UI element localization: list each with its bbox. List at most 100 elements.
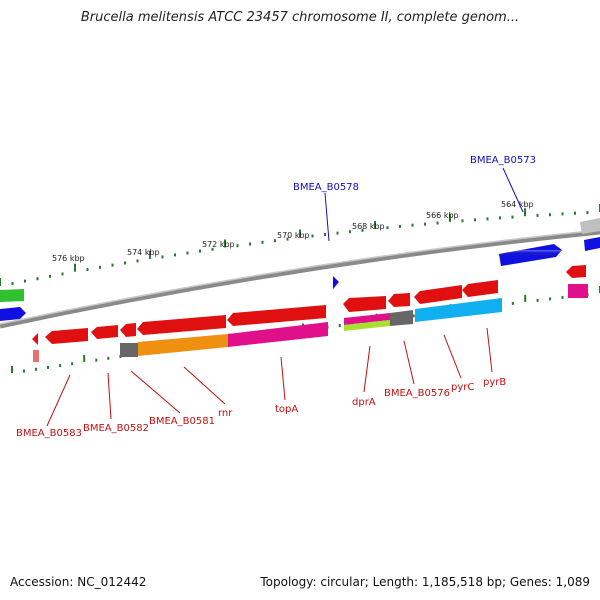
gene-block[interactable] [568,284,588,298]
forward-strand-genes [0,218,600,321]
label-leader [363,345,371,393]
gene-arrow[interactable] [584,237,600,251]
scale-tick [449,213,451,222]
scale-tick [511,215,514,219]
gene-label[interactable]: BMEA_B0582 [83,423,149,434]
scale-tick [23,369,25,373]
scale-tick [361,228,364,232]
gene-arrow[interactable] [227,305,326,326]
scale-tick [211,247,214,251]
gene-label[interactable]: rnr [218,408,233,419]
gene-block[interactable] [415,298,502,322]
genome-stats-text: Topology: circular; Length: 1,185,518 bp… [260,575,590,589]
gene-arrow[interactable] [388,293,410,307]
scale-tick [586,211,589,215]
scale-tick [236,244,239,248]
scale-tick [111,263,114,267]
scale-tick [161,255,164,259]
gene-arrow[interactable] [462,280,498,297]
scale-tick [24,279,26,283]
gene-label[interactable]: BMEA_B0573 [470,155,536,166]
scale-tick [374,221,376,229]
scale-label: 564 kbp [501,200,534,209]
gene-label[interactable]: pyrC [451,382,474,393]
scale-labels: 576 kbp 574 kbp 572 kbp 570 kbp 568 kbp … [52,200,534,263]
gene-block[interactable] [138,334,228,356]
scale-tick [338,324,341,327]
scale-tick [74,263,76,272]
forward-gene-labels: BMEA_B0578 BMEA_B0573 [293,155,536,242]
gene-label[interactable]: BMEA_B0576 [384,388,450,399]
gene-arrow[interactable] [0,289,24,302]
scale-tick [436,221,439,225]
reverse-strand-genes [32,265,588,362]
gene-arrow[interactable] [32,333,38,345]
gene-arrow[interactable] [414,285,462,304]
scale-tick [299,229,301,238]
scale-tick [336,231,339,235]
scale-tick [561,212,564,216]
scale-tick [36,277,39,281]
scale-tick [524,208,526,217]
label-leader [443,334,462,379]
scale-tick [261,240,264,244]
gene-arrow[interactable] [91,325,118,339]
gene-arrow[interactable] [137,315,226,335]
gene-label[interactable]: topA [275,404,298,415]
gene-label[interactable]: dprA [352,397,376,408]
label-leader [183,366,226,405]
scale-label: 566 kbp [426,211,459,220]
gene-label[interactable]: BMEA_B0581 [149,416,215,427]
gene-block[interactable] [344,320,390,331]
gene-block[interactable] [228,322,328,347]
scale-tick [61,272,64,276]
scale-tick [174,253,176,257]
gene-block[interactable] [120,343,138,357]
outer-scale-ticks [0,204,600,286]
scale-tick [511,301,514,305]
scale-tick [99,265,101,269]
scale-label: 568 kbp [352,222,385,231]
label-leader [502,167,524,213]
gene-arrow[interactable] [0,307,26,321]
scale-tick [0,278,1,286]
gene-arrow[interactable] [333,276,339,289]
gene-label[interactable]: BMEA_B0578 [293,182,359,193]
scale-tick [411,223,414,227]
label-leader [130,370,181,414]
gene-arrow[interactable] [120,323,136,337]
scale-tick [136,259,139,263]
scale-tick [186,251,189,255]
label-leader [46,374,71,427]
scale-tick [412,314,415,318]
label-leader [280,356,286,401]
gene-block[interactable] [344,313,390,325]
scale-tick [149,250,151,259]
gene-shade [499,250,561,256]
scale-tick [224,239,226,248]
scale-tick [124,261,126,265]
map-title: Brucella melitensis ATCC 23457 chromosom… [80,10,520,25]
gene-label[interactable]: pyrB [483,377,506,388]
gene-label[interactable]: BMEA_B0583 [16,428,82,439]
label-leader [107,372,112,420]
scale-label: 572 kbp [202,240,235,249]
scale-tick [274,239,276,243]
scale-tick [324,233,326,236]
gene-block[interactable] [33,350,39,362]
scale-tick [249,242,251,246]
scale-tick [311,234,314,238]
gene-block[interactable] [390,310,413,326]
scale-tick [83,354,86,362]
gene-arrow[interactable] [343,296,386,312]
gene-arrow[interactable] [566,265,586,278]
scale-tick [349,230,351,234]
scale-tick [536,298,539,302]
gene-arrow[interactable] [45,328,88,344]
gene-arrow[interactable] [580,218,600,234]
scale-label: 574 kbp [127,248,160,257]
label-leader [403,340,415,385]
scale-tick [11,366,13,373]
scale-tick [499,216,501,220]
